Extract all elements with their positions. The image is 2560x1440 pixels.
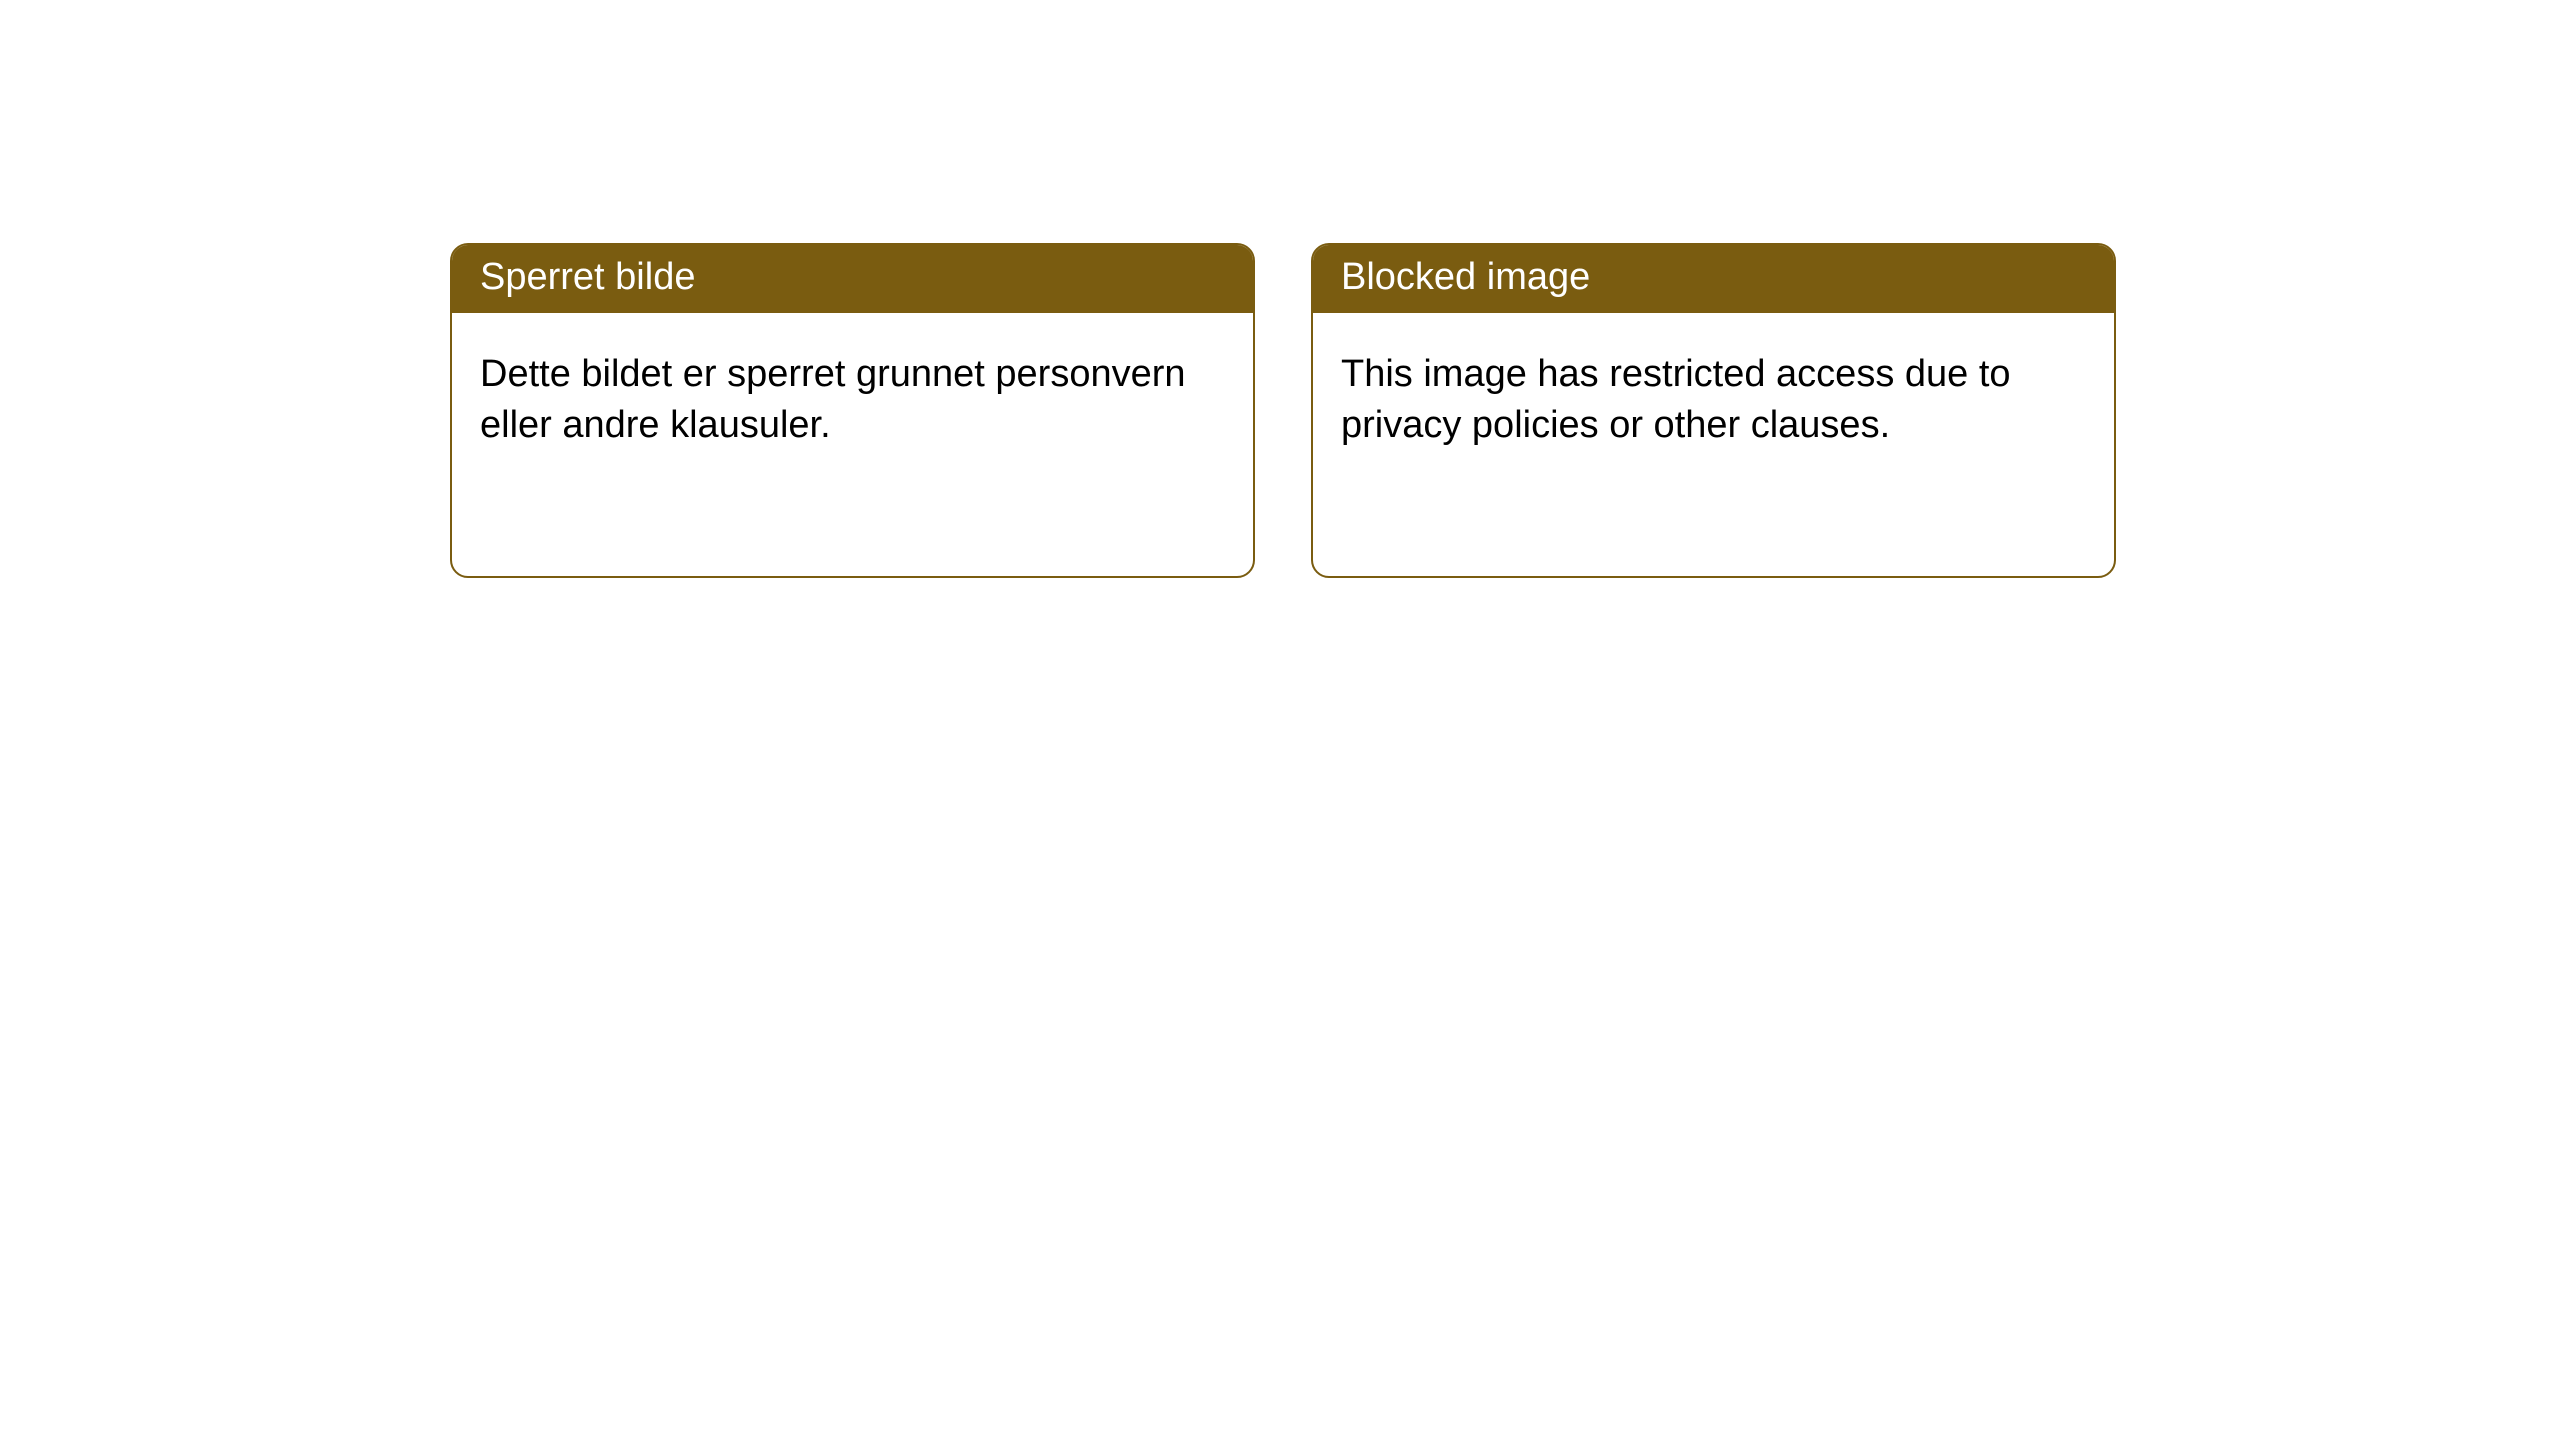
card-body-text: Dette bildet er sperret grunnet personve… <box>480 353 1186 446</box>
card-body: This image has restricted access due to … <box>1313 313 2114 488</box>
card-title: Sperret bilde <box>480 256 695 298</box>
notice-cards-container: Sperret bilde Dette bildet er sperret gr… <box>0 0 2560 578</box>
card-body-text: This image has restricted access due to … <box>1341 353 2011 446</box>
card-title: Blocked image <box>1341 256 1590 298</box>
notice-card-norwegian: Sperret bilde Dette bildet er sperret gr… <box>450 243 1255 578</box>
card-body: Dette bildet er sperret grunnet personve… <box>452 313 1253 488</box>
notice-card-english: Blocked image This image has restricted … <box>1311 243 2116 578</box>
card-header: Sperret bilde <box>452 245 1253 313</box>
card-header: Blocked image <box>1313 245 2114 313</box>
